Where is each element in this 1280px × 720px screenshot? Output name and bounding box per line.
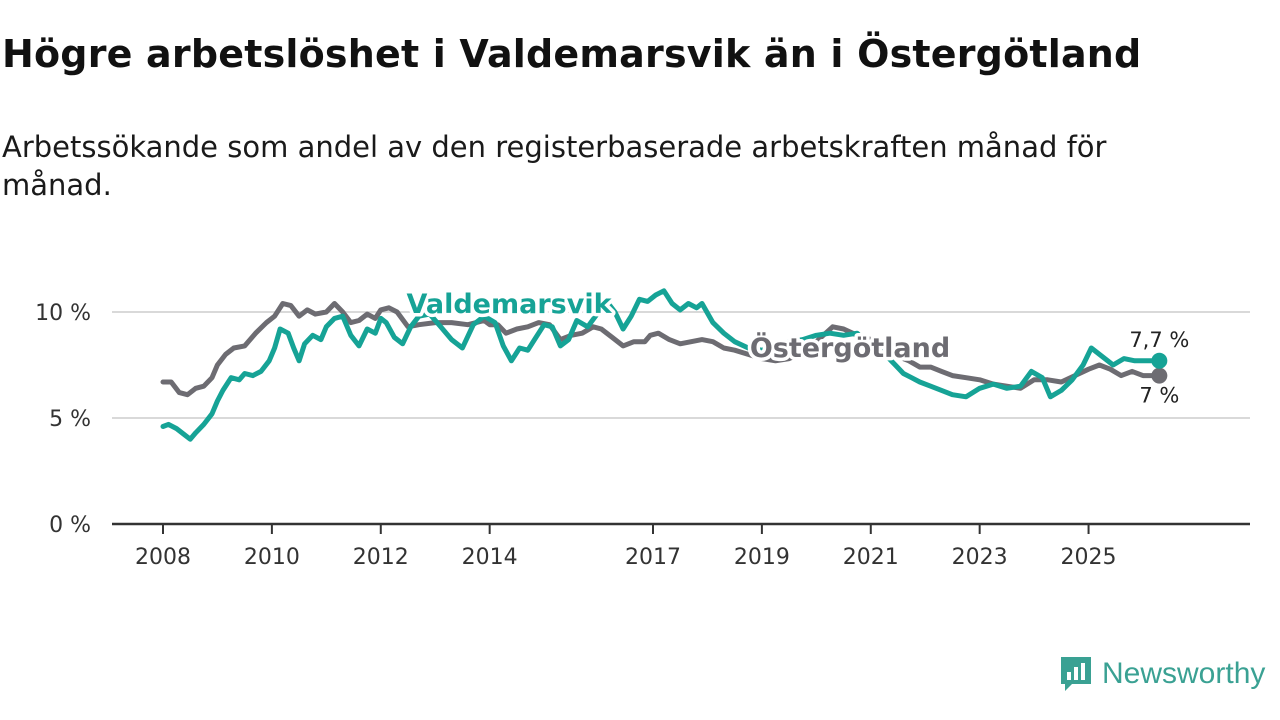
series-label: Valdemarsvik	[406, 289, 612, 320]
series-endpoint	[1151, 367, 1168, 384]
series-end-label: 7 %	[1139, 384, 1179, 408]
x-tick-label: 2023	[952, 545, 1008, 570]
x-tick-label: 2019	[734, 545, 790, 570]
x-tick-label: 2008	[135, 545, 191, 570]
newsworthy-icon	[1061, 657, 1091, 691]
series-lines	[160, 288, 1168, 442]
chart-subtitle: Arbetssökande som andel av den registerb…	[2, 130, 1107, 202]
series-end-label: 7,7 %	[1129, 328, 1189, 352]
series-line-valdemarsvik	[160, 288, 1162, 442]
x-tick-label: 2017	[625, 545, 681, 570]
series-label: Östergötland	[750, 331, 950, 364]
series-labels: Östergötland Valdemarsvik 7 % 7,7 %	[403, 286, 1191, 410]
x-tick-label: 2014	[462, 545, 518, 570]
series-line--sterg-tland	[160, 301, 1162, 398]
x-tick-label: 2012	[353, 545, 409, 570]
y-tick-label: 10 %	[35, 301, 91, 326]
y-axis-ticks: 0 % 5 % 10 %	[35, 301, 91, 538]
x-tick-label: 2010	[244, 545, 300, 570]
series-endpoint	[1151, 352, 1168, 369]
newsworthy-logo[interactable]: Newsworthy	[1058, 652, 1265, 696]
y-tick-label: 0 %	[49, 513, 91, 538]
chart-title: Högre arbetslöshet i Valdemarsvik än i Ö…	[2, 32, 1142, 76]
x-axis-ticks: 2008 2010 2012 2014 2017 2019 2021 2023 2025	[135, 524, 1117, 570]
x-tick-label: 2021	[843, 545, 899, 570]
brand-name: Newsworthy	[1102, 657, 1266, 690]
y-tick-label: 5 %	[49, 407, 91, 432]
x-tick-label: 2025	[1061, 545, 1117, 570]
